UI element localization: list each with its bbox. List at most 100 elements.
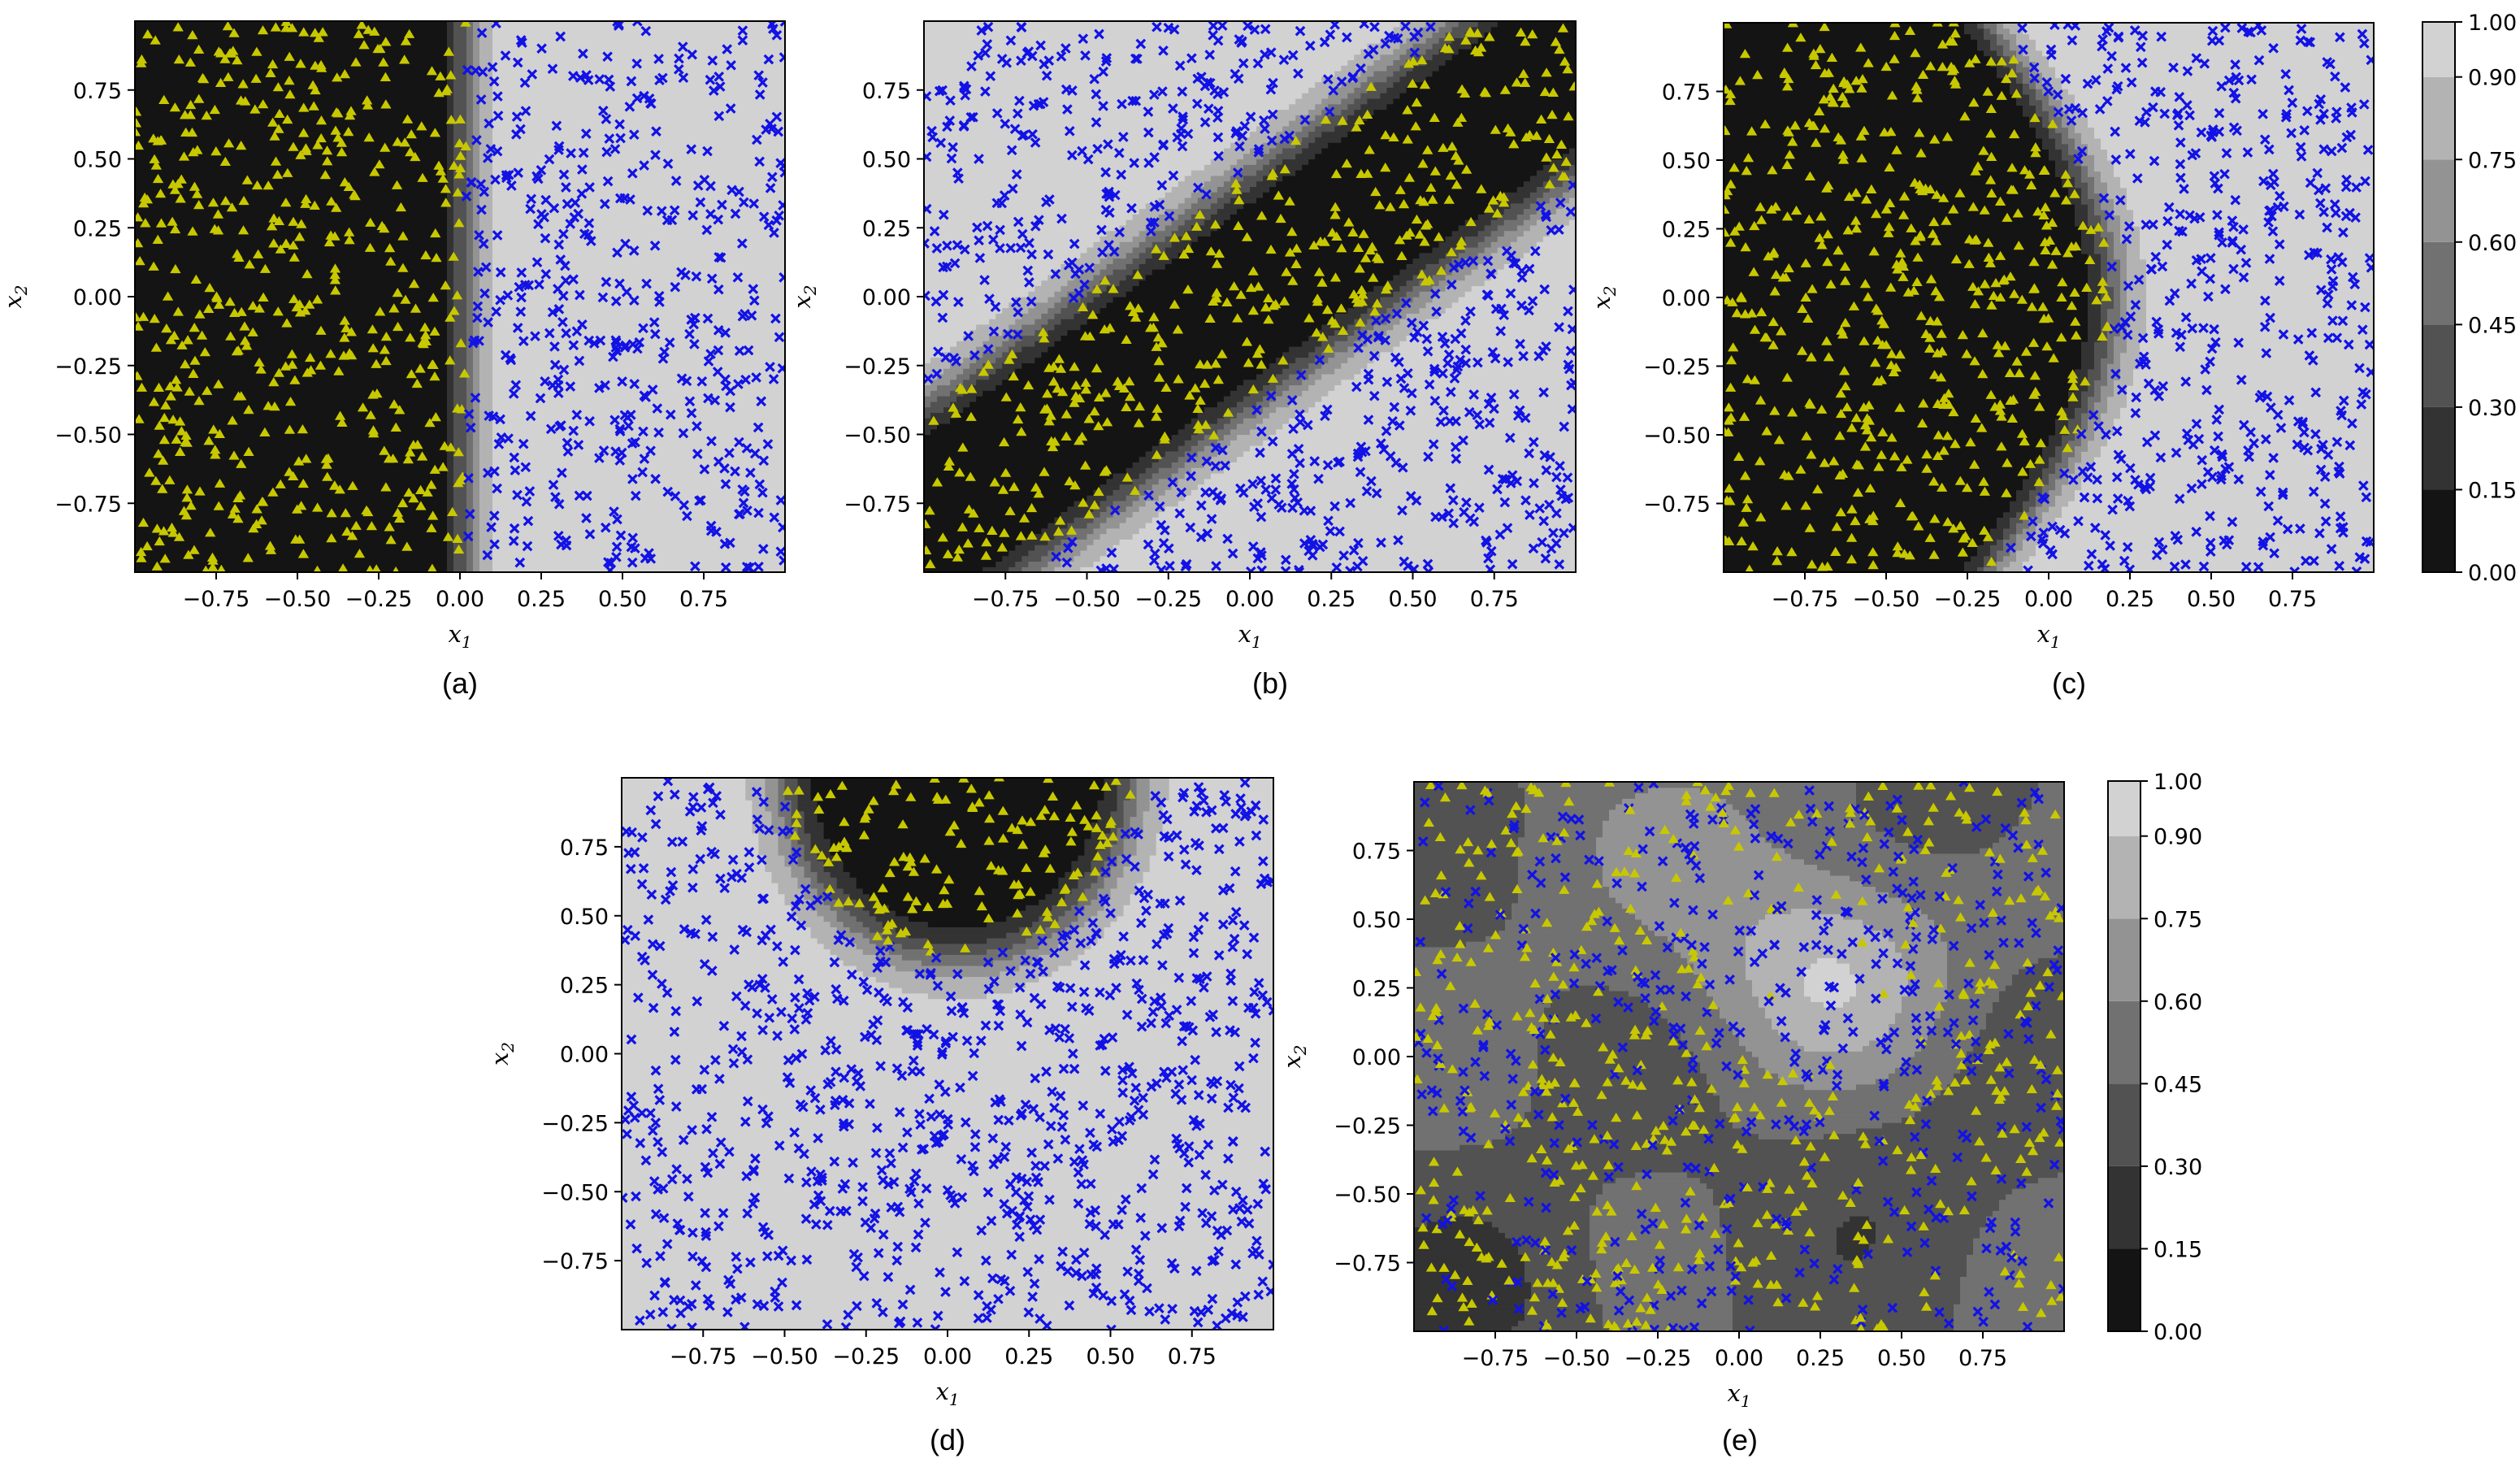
triangle-point — [454, 114, 466, 124]
cross-point — [2036, 1102, 2046, 1113]
triangle-point — [1768, 788, 1780, 797]
triangle-point — [2016, 294, 2028, 304]
cross-point — [1462, 922, 1473, 934]
cross-point — [2295, 35, 2306, 46]
triangle-point — [1687, 1120, 1698, 1130]
triangle-point — [203, 436, 215, 445]
cross-point — [654, 940, 666, 952]
cross-point — [1165, 560, 1175, 571]
triangle-point — [1866, 432, 1877, 442]
triangle-point — [965, 471, 976, 481]
triangle-point — [1337, 115, 1348, 125]
cross-point — [584, 182, 595, 193]
cross-point — [1016, 1040, 1027, 1052]
cross-point — [1020, 955, 1031, 966]
cross-point — [1198, 911, 1209, 922]
triangle-point — [2050, 245, 2062, 255]
cross-point — [829, 957, 840, 968]
cross-point — [1508, 388, 1520, 400]
cross-point — [637, 467, 648, 478]
triangle-point — [1826, 52, 1837, 62]
cross-point — [1117, 1131, 1128, 1142]
cross-point — [1154, 1303, 1165, 1314]
cross-point — [2135, 41, 2146, 53]
triangle-point — [215, 77, 227, 87]
triangle-point — [1416, 54, 1428, 65]
cross-point — [2238, 419, 2249, 431]
cross-point — [1178, 111, 1188, 122]
triangle-point — [298, 27, 310, 37]
triangle-point — [1105, 816, 1117, 826]
triangle-point — [1954, 475, 1966, 485]
cross-point — [1066, 150, 1078, 161]
cross-point — [1149, 996, 1160, 1007]
cross-point — [1227, 548, 1238, 559]
cross-point — [670, 176, 682, 186]
triangle-point — [1979, 525, 1990, 535]
triangle-point — [1472, 28, 1483, 37]
cross-point — [1678, 1324, 1689, 1331]
triangle-point — [178, 151, 190, 161]
cross-point — [2136, 57, 2148, 68]
cross-point — [2140, 117, 2150, 128]
triangle-point — [339, 332, 350, 342]
cross-point — [1499, 497, 1511, 508]
cross-point — [1993, 869, 2003, 880]
triangle-point — [189, 181, 201, 191]
cross-point — [973, 50, 984, 61]
cross-point — [1126, 1111, 1137, 1122]
cross-point — [1163, 851, 1174, 862]
cross-point — [601, 276, 612, 288]
cross-point — [501, 170, 512, 180]
triangle-point — [135, 106, 142, 116]
cross-point — [615, 132, 626, 144]
triangle-point — [957, 442, 969, 452]
triangle-point — [929, 778, 940, 783]
triangle-point — [435, 71, 446, 80]
triangle-point — [307, 80, 319, 89]
cross-point — [2186, 278, 2197, 289]
cross-point — [1550, 989, 1561, 1000]
triangle-point — [345, 327, 357, 336]
cross-point — [700, 1208, 710, 1218]
cross-point — [640, 1155, 652, 1166]
cross-point — [687, 1227, 698, 1239]
cross-point — [531, 257, 543, 268]
cross-point — [1100, 167, 1111, 178]
cross-point — [757, 487, 768, 498]
triangle-point — [1451, 952, 1463, 962]
cross-point — [613, 21, 624, 31]
triangle-point — [1110, 778, 1121, 785]
cross-point — [573, 440, 584, 450]
triangle-point — [400, 294, 411, 304]
triangle-point — [1035, 810, 1047, 820]
cross-point — [1120, 1194, 1131, 1205]
triangle-point — [1427, 194, 1438, 204]
triangle-point — [1313, 267, 1325, 276]
triangle-point — [1320, 115, 1332, 124]
triangle-point — [1159, 431, 1170, 441]
triangle-point — [2029, 112, 2041, 123]
cross-point — [649, 1290, 660, 1301]
cross-point — [942, 121, 952, 132]
cross-point — [974, 154, 984, 164]
triangle-point — [1047, 441, 1059, 452]
triangle-point — [1912, 93, 1924, 102]
triangle-point — [1352, 297, 1364, 307]
triangle-point — [1804, 1227, 1815, 1237]
triangle-point — [1021, 862, 1032, 872]
triangle-point — [1381, 284, 1392, 294]
cross-point — [910, 1242, 922, 1253]
cross-point — [2151, 316, 2162, 328]
cross-point — [914, 1066, 926, 1077]
triangle-point — [2014, 367, 2025, 378]
cross-point — [2162, 215, 2173, 227]
cross-point — [1018, 129, 1030, 141]
cross-point — [949, 1198, 961, 1209]
triangle-point — [1819, 1152, 1831, 1161]
cross-point — [670, 281, 681, 293]
triangle-point — [1402, 134, 1413, 144]
cross-point — [600, 522, 611, 533]
triangle-point — [169, 184, 181, 194]
cross-point — [1253, 1289, 1264, 1300]
